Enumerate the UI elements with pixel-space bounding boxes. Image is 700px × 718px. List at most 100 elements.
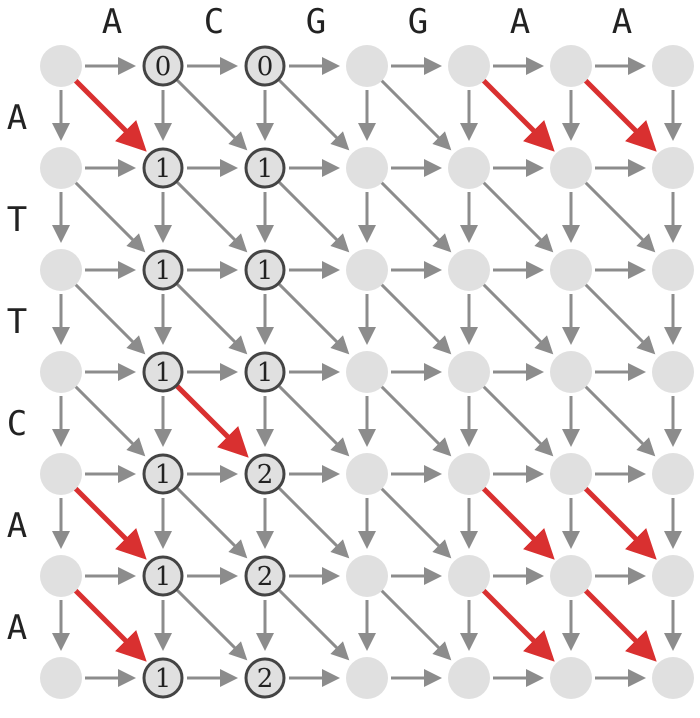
score-label: 1	[257, 358, 274, 388]
grid-node	[346, 453, 388, 495]
grid-node	[550, 147, 592, 189]
diagonal-edge	[583, 180, 656, 253]
diagonal-edge	[277, 78, 350, 151]
grid-node	[550, 249, 592, 291]
grid-node	[550, 657, 592, 699]
grid-node	[346, 351, 388, 393]
score-label: 2	[257, 460, 274, 490]
match-edge	[582, 77, 657, 152]
diagonal-edge	[175, 282, 248, 355]
score-node	[142, 657, 184, 699]
match-edge	[72, 485, 147, 560]
match-edge	[480, 485, 555, 560]
grid-node	[448, 249, 490, 291]
grid-node	[40, 45, 82, 87]
score-label: 1	[155, 562, 172, 592]
grid-node	[652, 147, 694, 189]
diagonal-edge	[583, 384, 656, 457]
score-label: 0	[155, 52, 172, 82]
diagonal-edge	[277, 384, 350, 457]
grid-node	[448, 45, 490, 87]
diagonal-edge	[379, 282, 452, 355]
score-node	[142, 555, 184, 597]
diagonal-edge	[379, 180, 452, 253]
grid-node	[448, 147, 490, 189]
diagonal-edge	[379, 78, 452, 151]
match-edge	[174, 383, 249, 458]
score-node	[244, 351, 286, 393]
grid-node	[448, 555, 490, 597]
top-sequence-letter: G	[306, 2, 326, 42]
top-sequence-letter: A	[102, 2, 122, 42]
diagonal-edge	[379, 384, 452, 457]
grid-node	[652, 555, 694, 597]
score-label: 2	[257, 664, 274, 694]
grid-node	[40, 147, 82, 189]
score-label: 1	[155, 256, 172, 286]
left-sequence-letter: A	[7, 506, 27, 546]
grid-node	[346, 249, 388, 291]
diagonal-edge	[175, 588, 248, 661]
score-node	[244, 657, 286, 699]
grid-node	[550, 351, 592, 393]
match-edge	[582, 587, 657, 662]
grid-node	[550, 555, 592, 597]
left-sequence-letter: T	[7, 200, 27, 240]
score-node	[142, 351, 184, 393]
score-label: 0	[257, 52, 274, 82]
score-label: 1	[257, 154, 274, 184]
score-label: 1	[155, 460, 172, 490]
grid-node	[652, 453, 694, 495]
sequence-labels: A C G G A A A T T C A A	[7, 2, 632, 648]
grid-node	[448, 351, 490, 393]
grid-node	[40, 657, 82, 699]
match-edge	[480, 587, 555, 662]
diagonal-edge	[277, 588, 350, 661]
left-sequence-letter: T	[7, 302, 27, 342]
score-node	[244, 45, 286, 87]
score-node	[244, 555, 286, 597]
grid-node	[652, 249, 694, 291]
grid-node	[550, 453, 592, 495]
match-edge	[72, 77, 147, 152]
grid-node	[346, 555, 388, 597]
diagonal-edge	[175, 78, 248, 151]
match-edge	[72, 587, 147, 662]
score-node	[142, 147, 184, 189]
match-edges	[72, 77, 657, 662]
match-edge	[480, 77, 555, 152]
top-sequence-letter: C	[204, 2, 224, 42]
match-edge	[582, 485, 657, 560]
top-sequence-letter: G	[408, 2, 428, 42]
left-sequence-letter: A	[7, 608, 27, 648]
score-node	[244, 147, 286, 189]
top-sequence-letter: A	[612, 2, 632, 42]
grid-node	[346, 657, 388, 699]
grid-node	[40, 453, 82, 495]
grid-node	[346, 147, 388, 189]
diagonal-edge	[481, 384, 554, 457]
diagonal-edge	[277, 180, 350, 253]
score-label: 1	[155, 358, 172, 388]
score-node	[244, 249, 286, 291]
diagonal-edge	[481, 180, 554, 253]
diagonal-edge	[379, 588, 452, 661]
top-sequence-letter: A	[510, 2, 530, 42]
diagonal-edge	[175, 486, 248, 559]
diagonal-edge	[481, 282, 554, 355]
score-node	[142, 249, 184, 291]
score-label: 1	[257, 256, 274, 286]
grid-node	[346, 45, 388, 87]
diagonal-edge	[73, 282, 146, 355]
grid-node	[448, 453, 490, 495]
diagonal-edge	[73, 180, 146, 253]
score-label: 1	[155, 664, 172, 694]
left-sequence-letter: C	[7, 404, 27, 444]
left-sequence-letter: A	[7, 98, 27, 138]
grid-node	[40, 555, 82, 597]
grid-node	[652, 657, 694, 699]
score-label: 2	[257, 562, 274, 592]
score-node	[142, 45, 184, 87]
diagonal-edge	[73, 384, 146, 457]
score-label: 1	[155, 154, 172, 184]
